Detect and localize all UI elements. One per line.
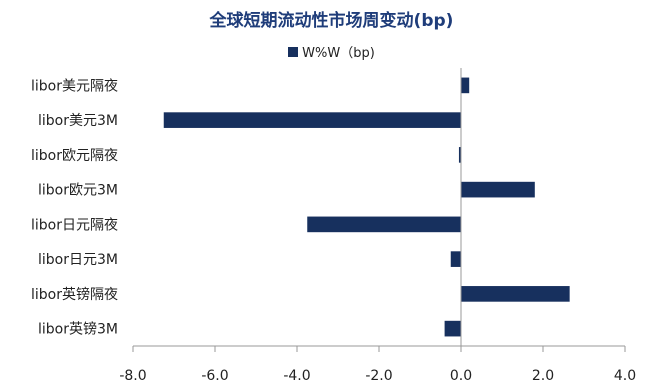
x-tick-label: -8.0: [119, 368, 146, 384]
x-tick-label: -6.0: [201, 368, 228, 384]
x-tick-label: 2.0: [532, 368, 554, 384]
category-label: libor英镑隔夜: [31, 286, 118, 303]
category-label: libor日元隔夜: [31, 217, 118, 233]
x-tick-label: 4.0: [614, 368, 636, 384]
category-label: libor美元隔夜: [31, 78, 118, 94]
bar: [461, 181, 535, 198]
bar: [458, 147, 461, 163]
x-tick-label: -2.0: [365, 368, 392, 384]
legend: W%W（bp): [0, 42, 663, 61]
bar: [461, 286, 570, 302]
x-tick-label: 0.0: [450, 368, 472, 384]
category-label: libor美元3M: [38, 113, 118, 129]
bar: [163, 112, 461, 128]
bar: [450, 251, 461, 267]
legend-label: W%W（bp): [302, 46, 375, 61]
category-label: libor英镑3M: [38, 321, 118, 338]
category-label: libor欧元隔夜: [31, 148, 118, 164]
legend-swatch: [288, 46, 299, 57]
x-tick-label: -4.0: [283, 368, 310, 384]
bar: [307, 216, 461, 233]
category-label: libor欧元3M: [38, 183, 118, 199]
category-label: libor日元3M: [38, 252, 118, 268]
bar: [461, 77, 470, 94]
bar: [444, 320, 461, 337]
chart-title: 全球短期流动性市场周变动(bp): [209, 11, 454, 31]
